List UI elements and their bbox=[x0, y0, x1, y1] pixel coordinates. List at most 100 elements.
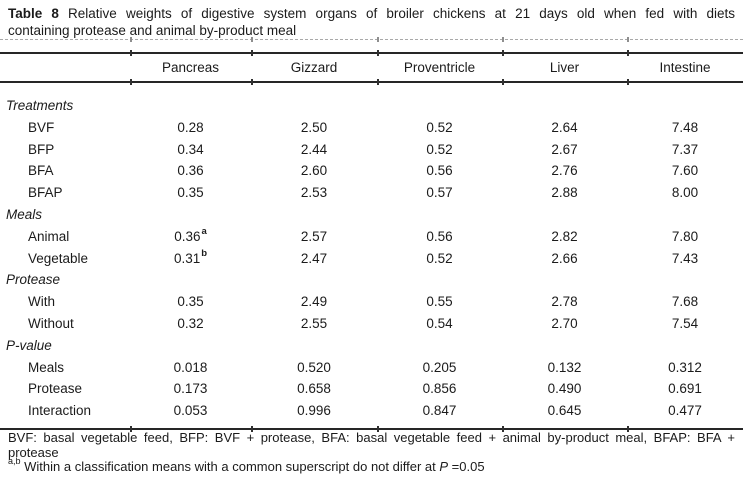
value-cell: 0.36 bbox=[177, 163, 204, 179]
value-cell: 0.52 bbox=[426, 250, 453, 266]
row-label: Meals bbox=[28, 359, 65, 375]
table-row-animal: Animal 0.36a 2.57 0.56 2.82 7.80 bbox=[0, 226, 743, 248]
value-cell: 2.66 bbox=[551, 250, 578, 266]
row-label: Vegetable bbox=[28, 250, 89, 266]
row-label: Protease bbox=[28, 381, 83, 397]
column-tick bbox=[251, 37, 253, 42]
table-number-label: Table 8 bbox=[8, 6, 59, 21]
value-cell: 2.82 bbox=[551, 228, 578, 244]
row-label: Animal bbox=[28, 228, 70, 244]
row-label: BFA bbox=[28, 163, 54, 179]
caption-text-line-2: containing protease and animal by-produc… bbox=[8, 23, 297, 38]
value-cell: 0.55 bbox=[426, 294, 453, 310]
column-tick bbox=[130, 426, 132, 432]
value-cell: 0.996 bbox=[297, 403, 331, 419]
value-cell: 0.35 bbox=[177, 294, 204, 310]
column-tick bbox=[502, 50, 504, 56]
value-cell: 7.68 bbox=[671, 294, 699, 310]
value-cell: 2.70 bbox=[551, 315, 578, 331]
table-row-with: With 0.35 2.49 0.55 2.78 7.68 bbox=[0, 291, 743, 313]
column-header-gizzard: Gizzard bbox=[290, 60, 338, 75]
value-cell: 0.691 bbox=[668, 381, 702, 397]
column-tick bbox=[502, 426, 504, 432]
table-row-bvf: BVF 0.28 2.50 0.52 2.64 7.48 bbox=[0, 117, 743, 139]
column-header-intestine: Intestine bbox=[659, 60, 711, 75]
table-row-protease: Protease 0.173 0.658 0.856 0.490 0.691 bbox=[0, 378, 743, 400]
column-tick bbox=[377, 50, 379, 56]
column-tick bbox=[130, 37, 132, 42]
column-tick bbox=[251, 50, 253, 56]
superscript-marker: b bbox=[201, 248, 208, 260]
value-cell: 7.43 bbox=[671, 250, 699, 266]
section-row-p-value: P-value bbox=[0, 335, 743, 357]
value-cell: 0.658 bbox=[297, 381, 331, 397]
section-row-protease: Protease bbox=[0, 269, 743, 291]
section-label: Meals bbox=[6, 206, 43, 222]
value-cell: 7.80 bbox=[671, 228, 699, 244]
value-cell: 0.35 bbox=[177, 185, 204, 201]
value-cell: 2.57 bbox=[300, 228, 328, 244]
table-outer-top-border bbox=[0, 37, 743, 42]
row-label: Without bbox=[28, 315, 74, 331]
table-row-bfap: BFAP 0.35 2.53 0.57 2.88 8.00 bbox=[0, 182, 743, 204]
column-tick bbox=[377, 37, 379, 42]
column-header-proventricle: Proventricle bbox=[403, 60, 476, 75]
row-label: Interaction bbox=[28, 403, 92, 419]
value-cell: 2.64 bbox=[551, 119, 578, 135]
column-tick bbox=[502, 37, 504, 42]
value-cell: 0.847 bbox=[422, 403, 457, 419]
footnote-abbreviations-line-2: protease bbox=[8, 444, 59, 460]
value-cell: 0.053 bbox=[173, 403, 208, 419]
row-label: With bbox=[28, 294, 55, 310]
section-label: Protease bbox=[6, 272, 61, 288]
section-row-meals: Meals bbox=[0, 204, 743, 226]
value-cell: 0.57 bbox=[426, 185, 453, 201]
column-header-pancreas: Pancreas bbox=[161, 60, 220, 75]
value-cell: 0.520 bbox=[297, 359, 331, 375]
table-body: Treatments BVF 0.28 2.50 0.52 2.64 7.48 BFP 0.34… bbox=[0, 83, 743, 422]
superscript-marker: a bbox=[201, 226, 207, 238]
value-cell: 0.31b bbox=[173, 248, 208, 266]
row-label: BFP bbox=[28, 141, 55, 157]
table-header-row: Pancreas Gizzard Proventricle Liver Intestin… bbox=[0, 54, 743, 81]
value-cell: 7.37 bbox=[671, 141, 699, 157]
section-row-treatments: Treatments bbox=[0, 95, 743, 117]
section-label: P-value bbox=[6, 337, 52, 353]
column-tick bbox=[627, 50, 629, 56]
value-cell: 0.645 bbox=[547, 403, 582, 419]
column-tick bbox=[251, 79, 253, 85]
table-header-bottom-rule bbox=[0, 79, 743, 85]
value-cell: 0.28 bbox=[177, 119, 204, 135]
row-label: BVF bbox=[28, 119, 55, 135]
value-cell: 0.52 bbox=[426, 119, 453, 135]
value-cell: 0.36a bbox=[174, 226, 207, 244]
value-cell: 0.490 bbox=[547, 381, 582, 397]
value-cell: 7.48 bbox=[671, 119, 699, 135]
p-symbol: P bbox=[439, 459, 449, 475]
column-tick bbox=[251, 426, 253, 432]
caption-text-line-1: Relative weights of digestive system org… bbox=[68, 6, 735, 21]
value-cell: 2.78 bbox=[551, 294, 578, 310]
value-cell: 0.132 bbox=[547, 359, 582, 375]
column-tick bbox=[502, 79, 504, 85]
value-cell: 2.60 bbox=[300, 163, 328, 179]
column-header-liver: Liver bbox=[549, 60, 580, 75]
value-cell: 2.44 bbox=[300, 141, 328, 157]
value-cell: 2.76 bbox=[551, 163, 578, 179]
value-cell: 0.56 bbox=[426, 163, 453, 179]
table-caption: Table 8 Relative weights of digestive sy… bbox=[8, 5, 735, 39]
table-top-rule bbox=[0, 50, 743, 56]
table-row-bfp: BFP 0.34 2.44 0.52 2.67 7.37 bbox=[0, 139, 743, 161]
value-cell: 2.49 bbox=[300, 294, 328, 310]
value-cell: 8.00 bbox=[671, 185, 699, 201]
value-cell: 2.47 bbox=[300, 250, 328, 266]
column-tick bbox=[627, 37, 629, 42]
value-cell: 0.52 bbox=[426, 141, 453, 157]
value-cell: 0.312 bbox=[668, 359, 702, 375]
value-cell: 2.88 bbox=[551, 185, 578, 201]
column-tick bbox=[377, 426, 379, 432]
caption-line-1: Table 8 Relative weights of digestive sy… bbox=[8, 5, 735, 22]
column-tick bbox=[130, 50, 132, 56]
value-cell: 0.34 bbox=[177, 141, 204, 157]
